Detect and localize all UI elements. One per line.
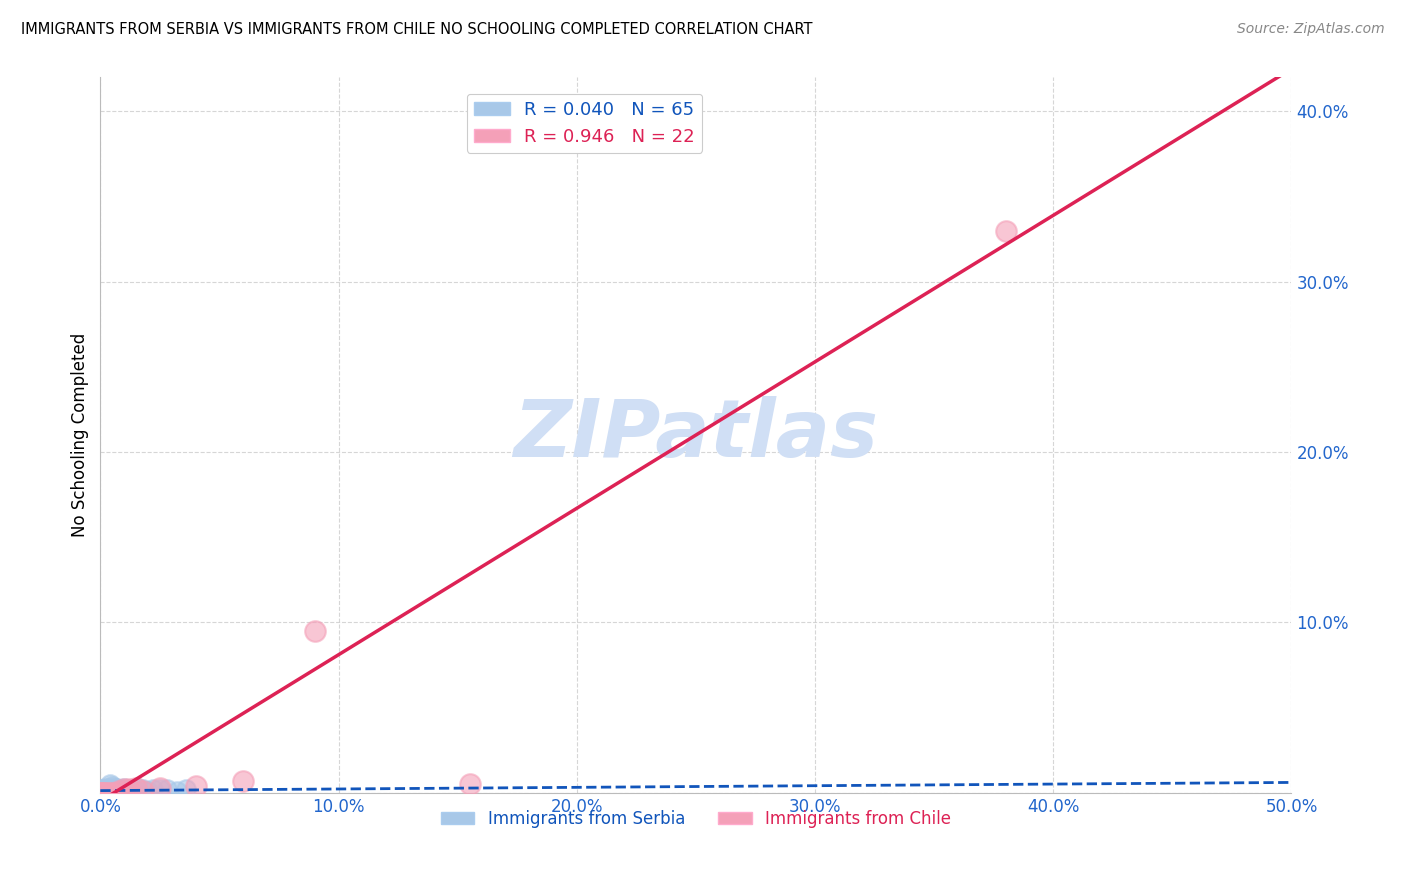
Point: [125, 780, 148, 795]
Point: [89, 786, 111, 800]
Point: [184, 779, 207, 793]
Point: [89, 786, 111, 800]
Legend: Immigrants from Serbia, Immigrants from Chile: Immigrants from Serbia, Immigrants from …: [434, 803, 957, 834]
Point: [89, 786, 111, 800]
Point: [89, 786, 111, 800]
Point: [105, 784, 128, 798]
Point: [89, 786, 111, 800]
Point: [89, 786, 111, 800]
Point: [89, 786, 111, 800]
Point: [101, 782, 124, 797]
Point: [89, 786, 111, 800]
Point: [98, 782, 121, 797]
Point: [89, 786, 111, 800]
Point: [89, 786, 111, 800]
Point: [101, 786, 124, 800]
Point: [89, 786, 111, 800]
Point: [89, 786, 111, 800]
Point: [111, 782, 134, 797]
Point: [89, 786, 111, 800]
Point: [89, 786, 111, 800]
Point: [89, 786, 111, 800]
Point: [156, 782, 179, 797]
Point: [101, 784, 124, 798]
Point: [96, 786, 118, 800]
Point: [94, 786, 117, 800]
Point: [118, 782, 141, 797]
Text: Source: ZipAtlas.com: Source: ZipAtlas.com: [1237, 22, 1385, 37]
Point: [94, 784, 117, 798]
Point: [108, 784, 131, 798]
Point: [105, 780, 128, 795]
Point: [91, 782, 114, 797]
Point: [98, 780, 121, 795]
Point: [122, 782, 145, 797]
Point: [166, 784, 188, 798]
Point: [89, 786, 111, 800]
Point: [89, 786, 111, 800]
Point: [94, 786, 117, 800]
Point: [89, 786, 111, 800]
Point: [91, 786, 114, 800]
Point: [89, 786, 111, 800]
Point: [89, 786, 111, 800]
Point: [91, 786, 114, 800]
Point: [94, 780, 117, 795]
Point: [94, 786, 117, 800]
Point: [104, 780, 127, 795]
Text: IMMIGRANTS FROM SERBIA VS IMMIGRANTS FROM CHILE NO SCHOOLING COMPLETED CORRELATI: IMMIGRANTS FROM SERBIA VS IMMIGRANTS FRO…: [21, 22, 813, 37]
Point: [132, 782, 155, 797]
Point: [89, 786, 111, 800]
Point: [89, 786, 111, 800]
Point: [89, 786, 111, 800]
Point: [149, 782, 172, 797]
Point: [112, 780, 135, 795]
Point: [89, 786, 111, 800]
Point: [108, 782, 131, 797]
Point: [91, 786, 114, 800]
Point: [149, 780, 172, 795]
Point: [89, 786, 111, 800]
Point: [89, 786, 111, 800]
Point: [994, 224, 1017, 238]
Point: [104, 786, 127, 800]
Point: [98, 786, 121, 800]
Point: [89, 786, 111, 800]
Point: [112, 784, 135, 798]
Y-axis label: No Schooling Completed: No Schooling Completed: [72, 333, 89, 537]
Point: [96, 784, 118, 798]
Point: [89, 786, 111, 800]
Point: [127, 780, 149, 795]
Point: [98, 777, 121, 791]
Point: [142, 782, 165, 797]
Point: [174, 782, 197, 797]
Point: [91, 782, 114, 797]
Point: [104, 784, 127, 798]
Point: [232, 773, 254, 788]
Point: [304, 624, 326, 638]
Point: [112, 782, 135, 797]
Point: [458, 777, 481, 791]
Point: [89, 786, 111, 800]
Point: [91, 784, 114, 798]
Point: [115, 782, 138, 797]
Point: [89, 786, 111, 800]
Point: [94, 786, 117, 800]
Point: [96, 782, 118, 797]
Point: [101, 779, 124, 793]
Point: [132, 784, 155, 798]
Text: ZIPatlas: ZIPatlas: [513, 396, 879, 474]
Point: [96, 786, 118, 800]
Point: [89, 786, 111, 800]
Point: [136, 784, 159, 798]
Point: [118, 782, 141, 797]
Point: [91, 784, 114, 798]
